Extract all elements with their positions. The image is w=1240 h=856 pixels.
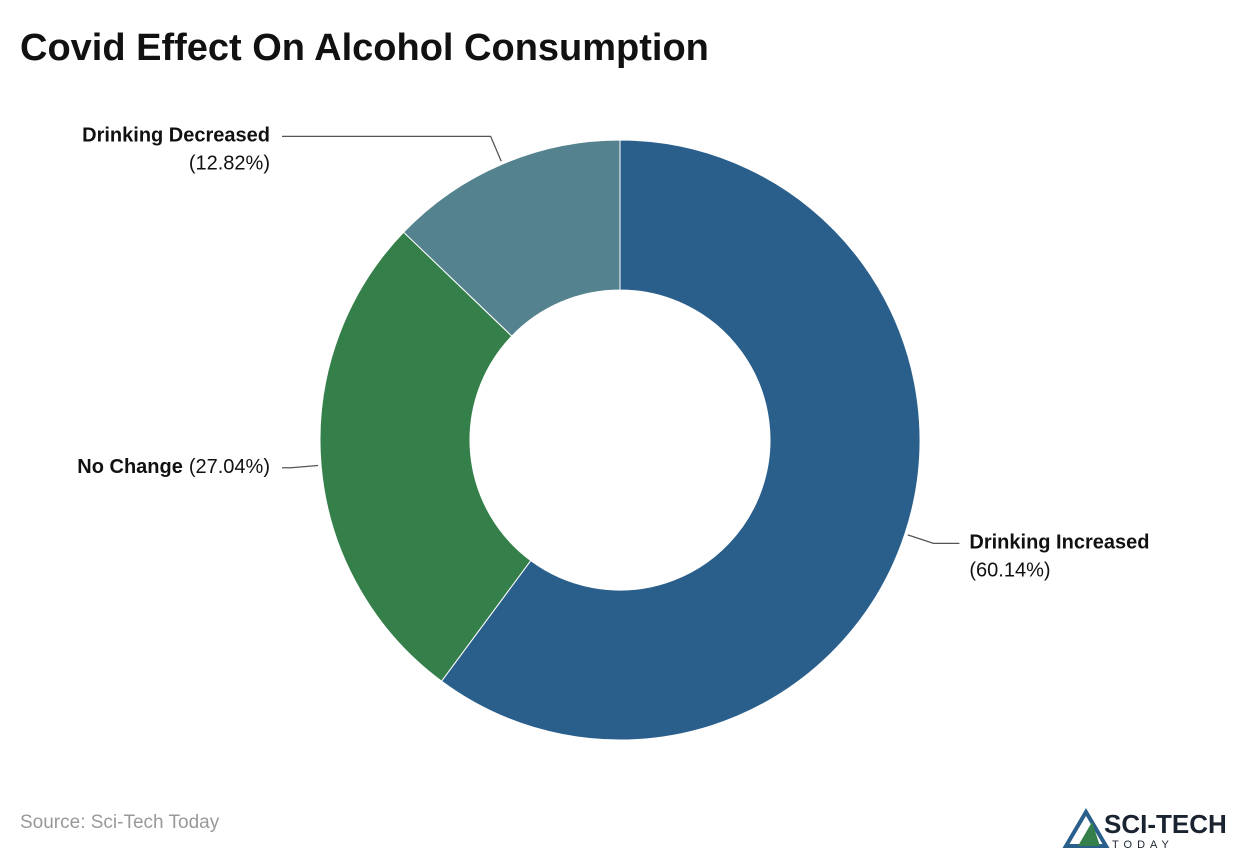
data-label: Drinking Decreased (12.82%) [82,125,270,175]
slice [440,139,921,741]
label-name: No Change [77,456,183,478]
logo-name: SCI-TECH [1104,809,1227,839]
label-name: Drinking Decreased [82,125,270,147]
logo: SCI-TECH TODAY [1062,808,1227,851]
data-label: No Change (27.04%) [77,456,270,478]
logo-tagline: TODAY [1112,839,1174,851]
label-name: Drinking Increased [969,532,1149,554]
leader-line [282,135,502,162]
logo-icon [1078,822,1100,846]
data-label: Drinking Increased (60.14%) [969,532,1149,582]
label-value: (12.82%) [189,153,270,175]
leader-line [282,464,319,469]
leader-line [907,534,960,545]
slice [402,139,621,337]
label-value: (60.14%) [969,560,1050,582]
label-value: (27.04%) [189,456,270,478]
chart-title: Covid Effect On Alcohol Consumption [20,27,709,69]
slice [319,231,532,682]
source: Source: Sci-Tech Today [20,812,220,833]
